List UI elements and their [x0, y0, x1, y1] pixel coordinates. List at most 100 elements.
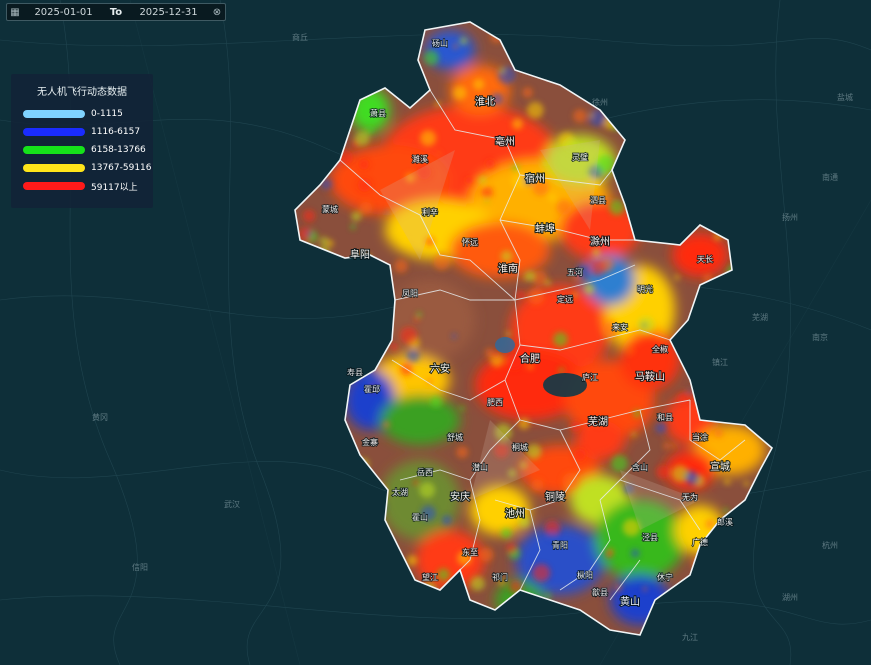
- heat-speckle: [518, 418, 530, 430]
- start-date[interactable]: 2025-01-01: [34, 6, 93, 18]
- heat-speckle: [527, 101, 544, 119]
- county-label: 无为: [682, 492, 698, 502]
- heat-speckle: [531, 479, 544, 492]
- county-label: 寿县: [347, 367, 363, 377]
- county-label: 霍邱: [364, 385, 380, 394]
- heat-speckle: [705, 519, 715, 529]
- county-label: 明光: [637, 284, 653, 294]
- heat-speckle: [519, 461, 528, 469]
- heat-speckle: [527, 363, 534, 370]
- county-label: 萧县: [370, 108, 386, 118]
- heat-speckle: [553, 332, 568, 347]
- heat-speckle: [479, 547, 494, 562]
- heat-speckle: [545, 280, 551, 286]
- heat-speckle: [350, 224, 356, 230]
- heat-speckle: [628, 349, 634, 355]
- heat-speckle: [545, 593, 551, 599]
- county-label: 祁门: [492, 572, 508, 582]
- heat-speckle: [436, 151, 441, 156]
- legend-item[interactable]: 59117以上: [11, 177, 153, 195]
- heat-speckle: [441, 515, 452, 526]
- heat-speckle: [514, 344, 529, 359]
- heat-speckle: [490, 92, 504, 106]
- legend-item[interactable]: 6158-13766: [11, 141, 153, 159]
- heat-speckle: [674, 274, 680, 280]
- heat-speckle: [485, 159, 495, 169]
- heat-speckle: [433, 253, 451, 271]
- legend-swatch: [23, 182, 85, 190]
- heat-speckle: [671, 465, 689, 483]
- heat-speckle: [306, 231, 313, 237]
- heat-speckle: [584, 283, 595, 295]
- heat-speckle: [631, 431, 637, 437]
- legend-panel: 无人机飞行动态数据 0-1115 1116-6157 6158-13766 13767…: [11, 74, 153, 208]
- heat-speckle: [622, 518, 641, 537]
- heat-speckle: [614, 584, 622, 591]
- heat-speckle: [656, 465, 670, 479]
- heat-speckle: [494, 443, 509, 458]
- heat-speckle: [511, 173, 526, 189]
- heat-speckle: [599, 590, 606, 597]
- heat-speckle: [498, 579, 506, 586]
- heat-speckle: [319, 236, 329, 246]
- city-label: 淮南: [498, 262, 518, 275]
- heat-speckle: [589, 259, 606, 276]
- legend-item[interactable]: 13767-59116: [11, 159, 153, 177]
- heat-speckle: [518, 515, 531, 528]
- heat-speckle: [564, 137, 579, 152]
- heat-speckle: [547, 193, 557, 202]
- heat-speckle: [459, 405, 465, 411]
- heat-speckle: [470, 576, 485, 591]
- heat-speckle: [524, 270, 535, 282]
- heat-speckle: [453, 86, 467, 100]
- county-label: 濉溪: [412, 154, 428, 164]
- heat-speckle: [587, 177, 598, 188]
- heat-speckle: [532, 179, 549, 196]
- legend-label: 0-1115: [91, 109, 123, 119]
- heat-speckle: [499, 67, 505, 74]
- legend-label: 59117以上: [91, 182, 138, 193]
- heat-speckle: [473, 78, 485, 90]
- city-label: 六安: [430, 362, 450, 375]
- heat-speckle: [485, 348, 495, 358]
- heat-speckle: [542, 161, 548, 167]
- heat-speckle: [406, 349, 420, 363]
- heat-speckle: [465, 176, 473, 185]
- heat-speckle: [576, 263, 591, 279]
- heat-speckle: [406, 555, 418, 566]
- date-range-picker[interactable]: ▦ 2025-01-01 To 2025-12-31 ⊗: [6, 3, 226, 21]
- heat-speckle: [637, 316, 655, 334]
- heat-speckle: [655, 422, 667, 434]
- county-label: 泾县: [642, 533, 658, 542]
- heat-speckle: [401, 236, 409, 244]
- county-label: 砀山: [432, 38, 448, 48]
- heat-speckle: [506, 353, 523, 371]
- heat-speckle: [544, 520, 561, 537]
- legend-item[interactable]: 1116-6157: [11, 123, 153, 141]
- city-label: 宿州: [525, 172, 545, 185]
- county-label: 金寨: [362, 437, 378, 447]
- heat-speckle: [724, 478, 731, 485]
- heat-speckle: [506, 357, 511, 362]
- end-date[interactable]: 2025-12-31: [139, 6, 198, 18]
- heat-speckle: [527, 288, 545, 305]
- basemap-place-label: 扬州: [782, 212, 798, 222]
- clear-icon[interactable]: ⊗: [212, 6, 222, 18]
- county-label: 舒城: [447, 432, 463, 442]
- heat-speckle: [405, 173, 415, 183]
- legend-item[interactable]: 0-1115: [11, 105, 153, 123]
- heat-speckle: [743, 481, 750, 487]
- heat-speckle: [526, 444, 542, 460]
- calendar-icon[interactable]: ▦: [10, 6, 20, 18]
- heat-speckle: [484, 198, 489, 203]
- heat-speckle: [437, 568, 450, 581]
- sector-overlays: [380, 140, 700, 530]
- heat-speckle: [453, 44, 458, 49]
- city-label: 池州: [505, 507, 525, 520]
- heat-speckle: [420, 130, 436, 147]
- heat-speckle: [420, 505, 436, 521]
- county-label: 怀远: [462, 237, 478, 247]
- heat-speckle: [714, 428, 724, 438]
